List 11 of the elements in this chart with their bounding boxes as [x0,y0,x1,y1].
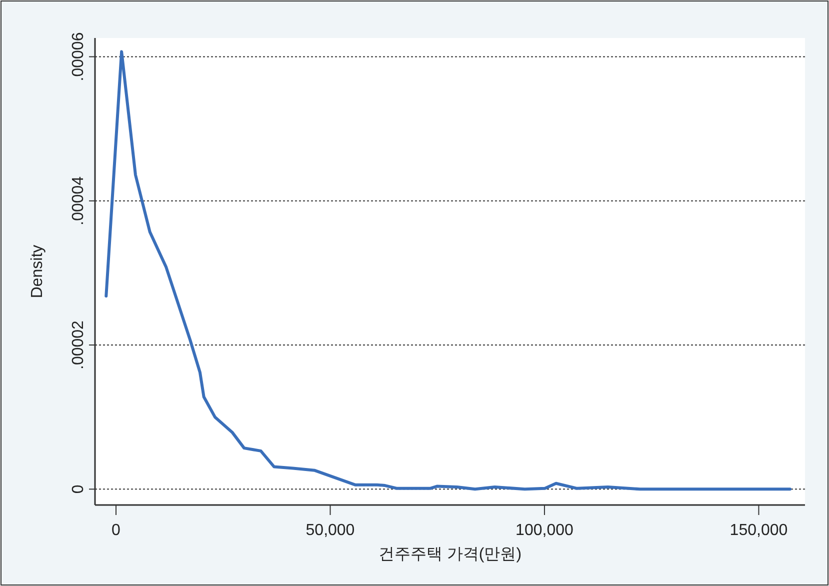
y-tick-label: .00004 [70,176,87,226]
line-series [104,50,792,491]
y-axis-title: Density [29,244,46,298]
x-axis-title: 건주주택 가격(만원) [378,546,522,563]
y-tick-label: 0 [70,484,87,494]
x-tick-label: 100,000 [516,522,574,539]
x-tick-label: 0 [112,522,121,539]
y-tick-label: .00006 [70,32,87,82]
x-tick-label: 50,000 [306,522,355,539]
y-tick-label: .00002 [70,320,87,370]
x-tick-label: 150,000 [730,522,788,539]
